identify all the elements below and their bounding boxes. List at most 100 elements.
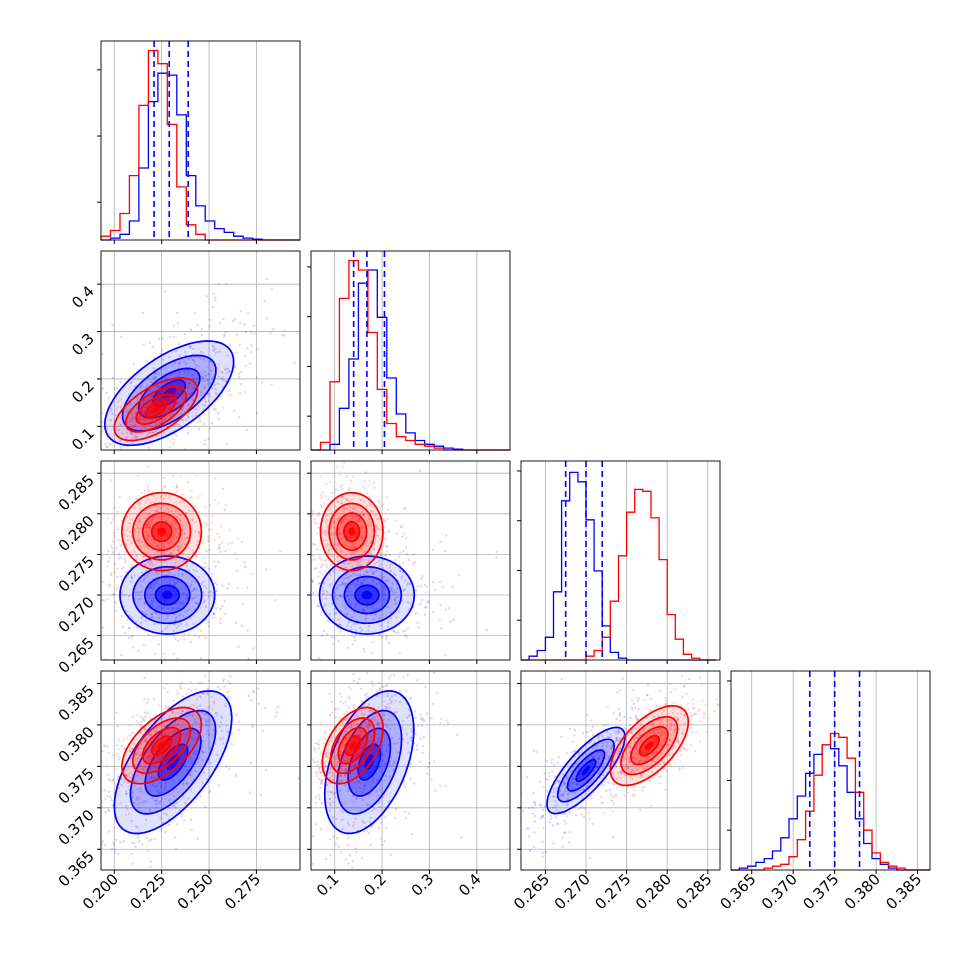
scatter-point-blue xyxy=(247,312,250,315)
scatter-point-red xyxy=(332,520,336,523)
scatter-point-red xyxy=(164,546,167,550)
scatter-point-red xyxy=(359,547,362,550)
scatter-point-blue xyxy=(557,755,560,759)
scatter-point-red xyxy=(329,513,333,516)
scatter-point-red xyxy=(205,586,208,590)
scatter-point-blue xyxy=(421,718,424,722)
scatter-point-blue xyxy=(157,617,161,620)
scatter-point-blue xyxy=(187,358,190,361)
scatter-point-red xyxy=(378,501,381,505)
scatter-point-red xyxy=(347,716,350,720)
scatter-point-red xyxy=(217,363,220,366)
scatter-point-blue xyxy=(379,574,382,577)
scatter-point-blue xyxy=(421,661,423,663)
y-tick-label: 0.265 xyxy=(55,634,98,677)
scatter-point-blue xyxy=(240,624,243,627)
scatter-point-blue xyxy=(182,396,185,399)
panel-content xyxy=(79,278,296,455)
scatter-point-red xyxy=(379,552,382,555)
scatter-point-red xyxy=(195,554,198,557)
scatter-point-red xyxy=(130,536,133,539)
scatter-point-red xyxy=(173,737,177,740)
scatter-point-red xyxy=(330,739,333,742)
scatter-point-blue xyxy=(199,629,202,632)
scatter-point-red xyxy=(329,767,332,770)
scatter-point-blue xyxy=(164,367,167,370)
scatter-point-blue xyxy=(617,730,620,734)
scatter-point-red xyxy=(635,717,638,720)
scatter-point-blue xyxy=(397,610,400,614)
scatter-point-red xyxy=(155,726,159,730)
scatter-point-red xyxy=(128,749,132,753)
scatter-point-blue xyxy=(163,812,166,815)
scatter-point-red xyxy=(137,803,140,806)
scatter-point-red xyxy=(355,519,359,522)
scatter-point-blue xyxy=(379,837,382,840)
scatter-point-red xyxy=(347,545,351,548)
scatter-point-blue xyxy=(157,372,160,376)
scatter-point-blue xyxy=(212,346,216,349)
scatter-point-blue xyxy=(354,763,358,767)
scatter-point-red xyxy=(347,775,350,778)
scatter-point-red xyxy=(108,556,111,559)
density-fill-blue xyxy=(162,387,177,399)
scatter-point-red xyxy=(354,713,357,716)
scatter-point-blue xyxy=(262,621,264,623)
scatter-point-blue xyxy=(165,706,168,710)
scatter-point-red xyxy=(164,424,168,428)
scatter-point-red xyxy=(143,811,146,815)
scatter-point-blue xyxy=(189,640,193,644)
scatter-point-blue xyxy=(251,689,254,693)
scatter-point-blue xyxy=(628,760,631,763)
scatter-point-blue xyxy=(339,692,342,695)
y-tick-label: 0.370 xyxy=(55,806,98,849)
scatter-point-red xyxy=(147,483,150,486)
scatter-point-blue xyxy=(376,722,379,725)
scatter-point-blue xyxy=(114,413,118,417)
scatter-point-blue xyxy=(79,407,81,409)
scatter-point-blue xyxy=(276,705,280,709)
scatter-point-red xyxy=(324,753,327,756)
scatter-point-red xyxy=(383,554,387,557)
scatter-point-blue xyxy=(123,594,126,597)
scatter-point-blue xyxy=(252,324,256,327)
scatter-point-red xyxy=(352,707,356,710)
scatter-point-blue xyxy=(409,737,413,740)
scatter-point-blue xyxy=(189,585,192,588)
scatter-point-red xyxy=(218,546,222,549)
scatter-point-red xyxy=(325,519,329,522)
scatter-point-blue xyxy=(169,801,172,804)
scatter-point-blue xyxy=(197,365,200,368)
scatter-point-blue xyxy=(168,623,171,626)
scatter-point-red xyxy=(187,769,190,772)
scatter-point-red xyxy=(154,545,158,548)
scatter-point-blue xyxy=(326,633,329,636)
scatter-point-blue xyxy=(149,767,152,771)
scatter-point-red xyxy=(138,575,141,579)
scatter-point-blue xyxy=(159,453,161,455)
scatter-point-red xyxy=(365,725,369,728)
scatter-point-red xyxy=(130,392,134,395)
scatter-point-red xyxy=(328,543,331,546)
scatter-point-blue xyxy=(444,785,447,788)
scatter-point-red xyxy=(146,523,149,526)
scatter-point-blue xyxy=(180,682,184,685)
scatter-point-blue xyxy=(345,507,349,510)
scatter-point-blue xyxy=(407,751,410,754)
scatter-point-blue xyxy=(398,737,401,741)
scatter-point-blue xyxy=(564,789,567,792)
scatter-point-red xyxy=(342,702,345,705)
scatter-point-blue xyxy=(270,383,273,386)
scatter-point-blue xyxy=(238,343,242,347)
scatter-point-blue xyxy=(409,777,412,780)
scatter-point-red xyxy=(354,711,357,714)
scatter-point-red xyxy=(360,737,364,741)
scatter-point-blue xyxy=(400,577,403,580)
scatter-point-red xyxy=(218,536,221,539)
scatter-point-red xyxy=(130,541,133,545)
scatter-point-red xyxy=(197,404,201,408)
scatter-point-red xyxy=(214,391,218,394)
scatter-point-blue xyxy=(139,597,142,600)
scatter-point-red xyxy=(161,514,164,518)
scatter-point-red xyxy=(352,546,355,549)
